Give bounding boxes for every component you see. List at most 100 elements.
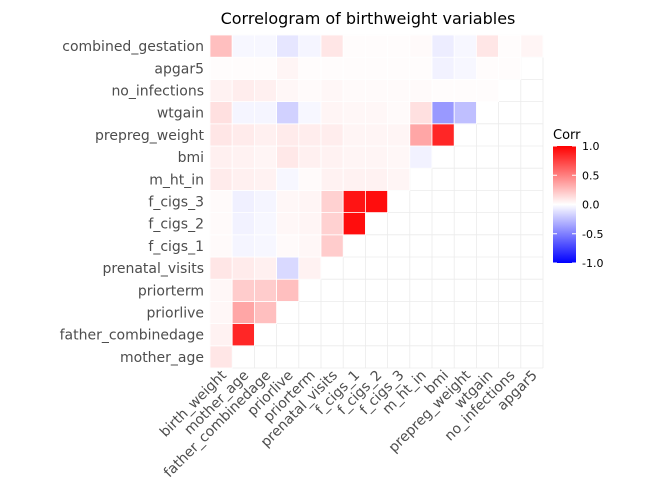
legend-tick-label: 1.0 (582, 140, 600, 153)
heatmap-tile (209, 212, 233, 236)
heatmap-tile (364, 167, 388, 191)
heatmap-tile (387, 123, 411, 147)
heatmap-tile (253, 212, 277, 236)
heatmap-tile (342, 145, 366, 169)
heatmap-tile (209, 345, 233, 369)
heatmap-tile (209, 278, 233, 302)
y-tick-labels: mother_age father_combinedage priorlive pri… (60, 39, 205, 366)
heatmap-tile (276, 234, 300, 258)
heatmap-tile (253, 300, 277, 324)
y-tick-label: wtgain (157, 106, 204, 122)
heatmap-tile (231, 234, 255, 258)
heatmap-tile (475, 56, 499, 80)
heatmap-tile (298, 234, 322, 258)
heatmap-tile (253, 167, 277, 191)
heatmap-tile (276, 34, 300, 58)
legend-title: Corr (553, 128, 581, 143)
heatmap-tile (209, 323, 233, 347)
legend-ticks: 1.0 0.5 0.0 -0.5 -1.0 (553, 140, 603, 270)
heatmap-tile (298, 256, 322, 280)
heatmap-tile (387, 101, 411, 125)
heatmap-tile (253, 101, 277, 125)
heatmap-tile (409, 79, 433, 103)
heatmap-tile (342, 212, 366, 236)
y-tick-label: bmi (178, 150, 204, 166)
heatmap-tile (453, 34, 477, 58)
heatmap-tile (209, 145, 233, 169)
heatmap-tile (209, 234, 233, 258)
heatmap-tile (320, 145, 344, 169)
heatmap-tile (209, 101, 233, 125)
heatmap-tile (298, 34, 322, 58)
heatmap-tile (298, 189, 322, 213)
heatmap-tile (498, 34, 522, 58)
heatmap-tile (231, 212, 255, 236)
heatmap-tile (209, 34, 233, 58)
heatmap-tile (387, 145, 411, 169)
heatmap-tile (342, 189, 366, 213)
heatmap-tile (364, 189, 388, 213)
heatmap-tile (320, 101, 344, 125)
y-tick-label: no_infections (111, 84, 204, 100)
heatmap-tile (298, 145, 322, 169)
heatmap-tile (320, 123, 344, 147)
heatmap-tile (387, 167, 411, 191)
heatmap-tile (364, 79, 388, 103)
heatmap-tile (253, 34, 277, 58)
heatmap-tile (387, 34, 411, 58)
heatmap-tile (276, 256, 300, 280)
heatmap-tile (298, 212, 322, 236)
heatmap-tile (231, 256, 255, 280)
y-tick-label: priorterm (138, 283, 204, 299)
heatmap-tile (475, 34, 499, 58)
heatmap-tile (453, 79, 477, 103)
heatmap-tile (209, 300, 233, 324)
heatmap-tile (364, 34, 388, 58)
heatmap-tile (253, 189, 277, 213)
heatmap-tile (431, 123, 455, 147)
heatmap-tile (409, 34, 433, 58)
y-tick-label: combined_gestation (62, 39, 204, 55)
chart-title: Correlogram of birthweight variables (221, 9, 516, 28)
heatmap-tile (276, 101, 300, 125)
y-tick-label: apgar5 (154, 61, 204, 77)
legend-tick-label: -0.5 (582, 228, 603, 241)
heatmap-tile (276, 212, 300, 236)
heatmap-tile (364, 101, 388, 125)
heatmap-tile (320, 79, 344, 103)
heatmap-tile (231, 145, 255, 169)
y-tick-label: m_ht_in (149, 172, 204, 188)
legend-tick-label: 0.5 (582, 169, 600, 182)
heatmap-tile (409, 123, 433, 147)
heatmap-tile (320, 234, 344, 258)
heatmap-tile (276, 79, 300, 103)
heatmap-tile (253, 278, 277, 302)
heatmap-tile (209, 189, 233, 213)
y-tick-label: mother_age (120, 350, 204, 366)
y-tick-label: priorlive (146, 306, 204, 322)
y-tick-label: f_cigs_2 (148, 217, 204, 233)
heatmap-tile (409, 56, 433, 80)
heatmap-tile (276, 189, 300, 213)
heatmap-tile (342, 79, 366, 103)
heatmap-tile (209, 123, 233, 147)
y-tick-label: father_combinedage (60, 328, 204, 344)
legend-tick-label: -1.0 (582, 257, 603, 270)
heatmap-tile (231, 79, 255, 103)
heatmap-tile (520, 34, 544, 58)
heatmap-tile (431, 34, 455, 58)
heatmap-tile (276, 123, 300, 147)
legend: Corr 1.0 0.5 0.0 -0.5 -1.0 (553, 128, 603, 270)
heatmap-tile (453, 101, 477, 125)
heatmap-tile (209, 167, 233, 191)
heatmap-tile (209, 256, 233, 280)
heatmap-tile (475, 79, 499, 103)
y-tick-label: prenatal_visits (103, 261, 205, 277)
heatmap-tile (253, 79, 277, 103)
heatmap-tile (342, 56, 366, 80)
heatmap-tile (276, 167, 300, 191)
heatmap-tile (253, 256, 277, 280)
heatmap-tile (231, 56, 255, 80)
heatmap-tile (409, 101, 433, 125)
heatmap-tile (231, 323, 255, 347)
